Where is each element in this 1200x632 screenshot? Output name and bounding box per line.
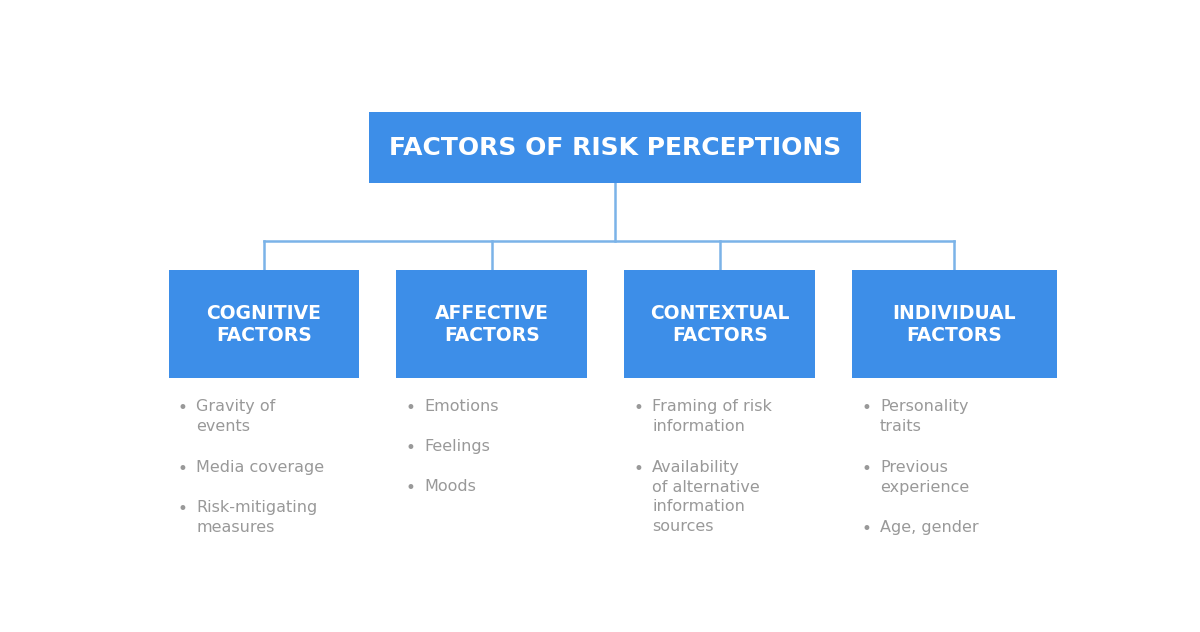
Text: Gravity of
events: Gravity of events: [197, 399, 276, 434]
Text: INDIVIDUAL
FACTORS: INDIVIDUAL FACTORS: [893, 303, 1016, 344]
Text: CONTEXTUAL
FACTORS: CONTEXTUAL FACTORS: [650, 303, 790, 344]
Text: Emotions: Emotions: [425, 399, 499, 415]
Text: Personality
traits: Personality traits: [880, 399, 968, 434]
Text: Framing of risk
information: Framing of risk information: [653, 399, 772, 434]
Text: •: •: [634, 460, 643, 478]
FancyBboxPatch shape: [168, 270, 359, 377]
Text: FACTORS OF RISK PERCEPTIONS: FACTORS OF RISK PERCEPTIONS: [389, 136, 841, 160]
Text: •: •: [406, 439, 415, 458]
Text: Media coverage: Media coverage: [197, 460, 325, 475]
Text: COGNITIVE
FACTORS: COGNITIVE FACTORS: [206, 303, 322, 344]
Text: •: •: [178, 500, 187, 518]
Text: Previous
experience: Previous experience: [880, 460, 970, 495]
Text: Availability
of alternative
information
sources: Availability of alternative information …: [653, 460, 760, 534]
FancyBboxPatch shape: [368, 112, 862, 183]
Text: Risk-mitigating
measures: Risk-mitigating measures: [197, 500, 318, 535]
Text: •: •: [178, 460, 187, 478]
Text: Moods: Moods: [425, 479, 476, 494]
FancyBboxPatch shape: [396, 270, 587, 377]
Text: •: •: [862, 399, 871, 418]
Text: AFFECTIVE
FACTORS: AFFECTIVE FACTORS: [434, 303, 548, 344]
FancyBboxPatch shape: [852, 270, 1057, 377]
FancyBboxPatch shape: [624, 270, 815, 377]
Text: •: •: [406, 399, 415, 418]
Text: •: •: [862, 460, 871, 478]
Text: Age, gender: Age, gender: [880, 520, 979, 535]
Text: •: •: [178, 399, 187, 418]
Text: •: •: [406, 479, 415, 497]
Text: Feelings: Feelings: [425, 439, 491, 454]
Text: •: •: [862, 520, 871, 538]
Text: •: •: [634, 399, 643, 418]
